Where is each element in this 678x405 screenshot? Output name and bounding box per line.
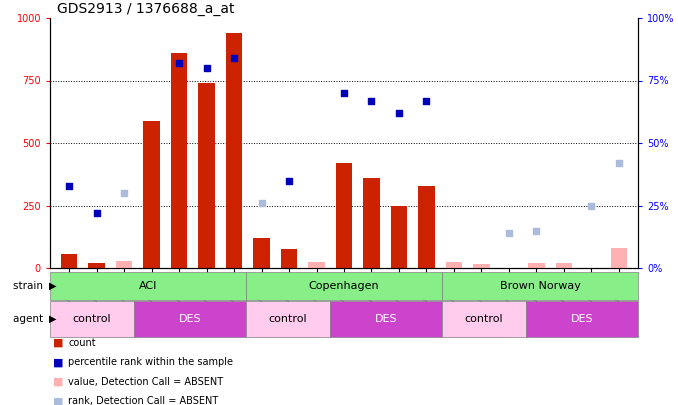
Bar: [442, 301, 526, 337]
Bar: [391, 205, 407, 268]
Text: count: count: [68, 338, 96, 348]
Text: Brown Norway: Brown Norway: [500, 281, 580, 291]
Text: ■: ■: [54, 338, 64, 348]
Text: control: control: [73, 314, 111, 324]
Text: ▶: ▶: [49, 281, 56, 291]
Bar: [442, 272, 638, 300]
Point: [119, 190, 129, 196]
Bar: [308, 262, 325, 268]
Bar: [171, 53, 187, 268]
Text: value, Detection Call = ABSENT: value, Detection Call = ABSENT: [68, 377, 224, 387]
Bar: [246, 272, 442, 300]
Bar: [473, 264, 490, 268]
Point: [256, 200, 267, 206]
Bar: [50, 272, 246, 300]
Text: ▶: ▶: [49, 314, 56, 324]
Bar: [88, 263, 105, 268]
Point: [174, 60, 184, 66]
Bar: [336, 163, 353, 268]
Text: ACI: ACI: [139, 281, 157, 291]
Bar: [610, 248, 627, 268]
Text: rank, Detection Call = ABSENT: rank, Detection Call = ABSENT: [68, 396, 218, 405]
Bar: [330, 301, 442, 337]
Point: [64, 182, 75, 189]
Text: control: control: [268, 314, 307, 324]
Text: DES: DES: [375, 314, 397, 324]
Text: DES: DES: [571, 314, 593, 324]
Bar: [254, 238, 270, 268]
Point: [614, 160, 624, 166]
Point: [201, 65, 212, 71]
Text: Copenhagen: Copenhagen: [308, 281, 379, 291]
Bar: [445, 262, 462, 268]
Point: [421, 97, 432, 104]
Point: [338, 90, 349, 96]
Bar: [61, 254, 77, 268]
Bar: [526, 301, 638, 337]
Text: ■: ■: [54, 396, 64, 405]
Bar: [144, 121, 160, 268]
Text: ■: ■: [54, 377, 64, 387]
Text: agent: agent: [14, 314, 47, 324]
Point: [92, 210, 102, 216]
Point: [586, 202, 597, 209]
Bar: [226, 33, 242, 268]
Text: control: control: [464, 314, 503, 324]
Bar: [50, 301, 134, 337]
Bar: [418, 185, 435, 268]
Bar: [528, 263, 544, 268]
Point: [228, 55, 239, 61]
Bar: [246, 301, 330, 337]
Point: [283, 177, 294, 184]
Bar: [363, 178, 380, 268]
Text: percentile rank within the sample: percentile rank within the sample: [68, 358, 233, 367]
Text: GDS2913 / 1376688_a_at: GDS2913 / 1376688_a_at: [57, 2, 235, 16]
Bar: [199, 83, 215, 268]
Bar: [281, 249, 297, 268]
Point: [393, 110, 404, 116]
Point: [531, 227, 542, 234]
Bar: [116, 260, 132, 268]
Text: DES: DES: [179, 314, 201, 324]
Point: [504, 230, 515, 236]
Bar: [134, 301, 246, 337]
Text: ■: ■: [54, 358, 64, 367]
Text: strain: strain: [14, 281, 47, 291]
Bar: [555, 263, 572, 268]
Point: [366, 97, 377, 104]
